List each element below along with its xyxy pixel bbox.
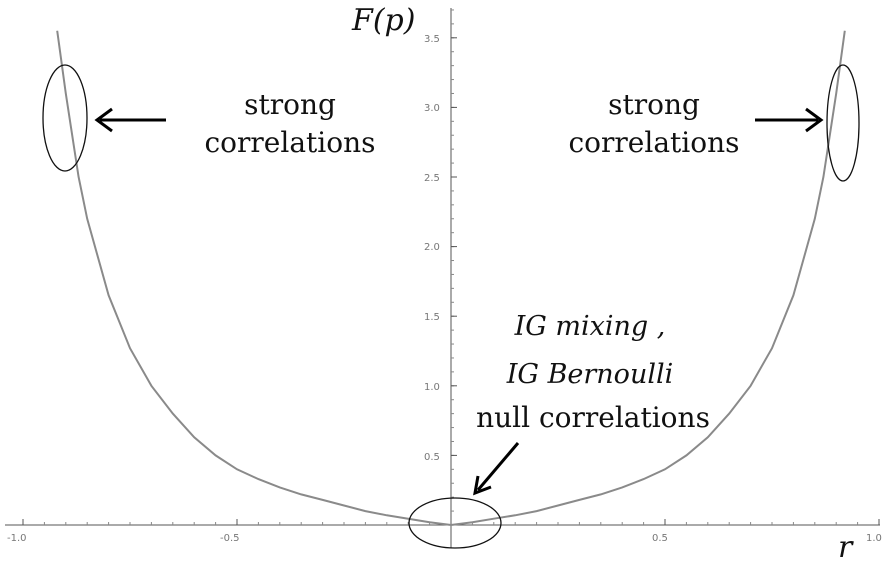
- major-ticks: [22, 37, 880, 525]
- x-tick-label: 0.5: [652, 533, 668, 544]
- annotation-origin-line1: IG mixing ,: [514, 311, 666, 342]
- y-tick-label: 1.5: [424, 312, 440, 323]
- annotation-right-line1: strong: [608, 88, 700, 121]
- y-tick-label: 1.0: [424, 382, 440, 393]
- annotation-left-line1: strong: [244, 88, 336, 121]
- y-tick-label: 3.0: [424, 103, 440, 114]
- annotation-right-line2: correlations: [569, 126, 740, 159]
- y-axis-title: F(p): [351, 3, 415, 38]
- origin-arrow: [473, 442, 520, 496]
- annotation-origin-line3: null correlations: [476, 401, 710, 434]
- y-tick-label: 0.5: [424, 452, 440, 463]
- right-highlight-ellipse: [826, 64, 860, 182]
- x-tick-label: -1.0: [7, 533, 27, 544]
- y-tick-label: 2.5: [424, 173, 440, 184]
- x-axis-title: r: [838, 530, 854, 563]
- x-tick-label: -0.5: [220, 533, 240, 544]
- left-highlight-ellipse: [42, 64, 88, 172]
- y-tick-label: 3.5: [424, 34, 440, 45]
- annotation-origin-line2: IG Bernoulli: [506, 359, 673, 390]
- y-tick-label: 2.0: [424, 242, 440, 253]
- annotation-left-line2: correlations: [205, 126, 376, 159]
- origin-highlight-ellipse: [408, 497, 502, 549]
- series-line: [56, 30, 846, 527]
- left-arrow: [94, 107, 166, 133]
- x-tick-label: 1.0: [866, 533, 882, 544]
- right-arrow: [755, 107, 824, 133]
